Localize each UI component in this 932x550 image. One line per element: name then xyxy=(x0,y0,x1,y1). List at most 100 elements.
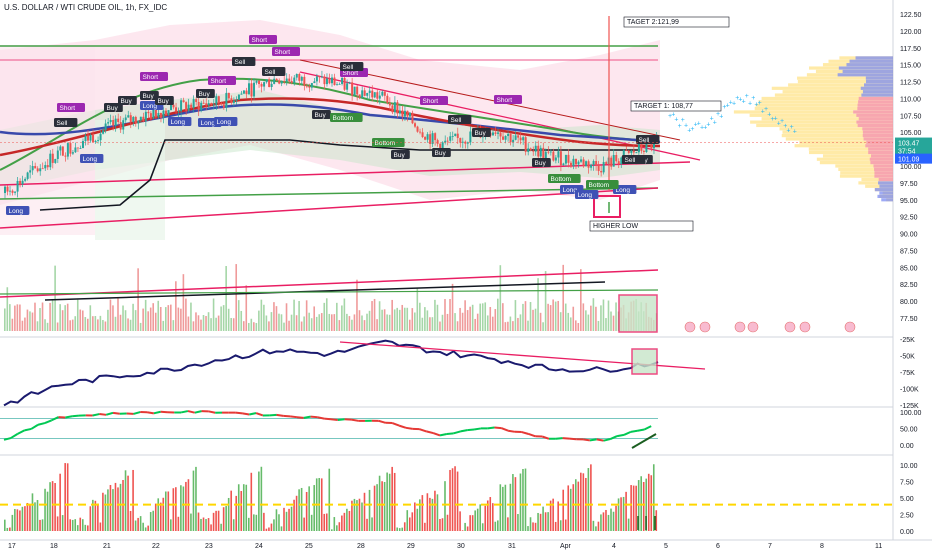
candle xyxy=(159,112,162,118)
osc3-bar xyxy=(177,516,180,531)
osc3-bar xyxy=(587,468,590,531)
candle xyxy=(84,135,87,142)
volume-bar xyxy=(592,298,595,331)
osc1-tick-label: -75K xyxy=(900,370,915,377)
osc3-bar xyxy=(36,500,39,531)
osc3-bar xyxy=(119,483,122,531)
osc3-bar xyxy=(217,510,220,531)
time-axis-label: 7 xyxy=(768,543,772,550)
osc3-bar xyxy=(507,517,509,531)
volume-bar xyxy=(557,300,559,331)
volume-profile-bar xyxy=(750,120,893,124)
volume-bar xyxy=(134,310,137,331)
volume-profile-bar xyxy=(874,167,893,171)
osc3-bar xyxy=(6,527,9,531)
higher-low-highlight xyxy=(593,195,621,218)
osc2-segment xyxy=(208,410,216,414)
osc3-bar xyxy=(107,489,109,531)
volume-bar xyxy=(235,264,238,331)
volume-profile-bar xyxy=(873,164,893,168)
volume-bar xyxy=(19,304,21,331)
candle xyxy=(456,133,459,138)
candle xyxy=(366,92,369,96)
forecast-cross: + xyxy=(738,96,742,103)
signal-buy xyxy=(432,148,451,157)
candle xyxy=(605,162,608,164)
forecast-projection: + ++++++ ++ ++ + ++++ ++ + + ++ + +++++ ++ +++ ++ +++++ xyxy=(668,93,797,135)
osc3-bar xyxy=(74,519,77,531)
osc3-bar xyxy=(253,514,255,531)
osc3-bar xyxy=(454,466,456,531)
support-price-tag-text: 101.09 xyxy=(898,157,920,164)
osc3-bar xyxy=(164,491,167,531)
volume-bar xyxy=(587,314,590,331)
volume-profile-bar xyxy=(779,127,893,131)
higher-low-annotation-box xyxy=(589,220,694,232)
osc3-bar xyxy=(192,470,195,531)
candle xyxy=(323,76,326,85)
osc3-bar xyxy=(615,505,617,531)
volume-bar xyxy=(21,320,24,331)
volume-bar xyxy=(278,313,280,331)
osc3-bar xyxy=(4,519,6,531)
candle xyxy=(54,158,57,163)
volume-bar xyxy=(542,322,544,331)
volume-profile-bar xyxy=(799,140,893,144)
volume-profile-bar xyxy=(864,83,893,87)
forecast-cross: + xyxy=(758,100,762,107)
candle xyxy=(16,180,19,192)
volume-trend-red xyxy=(0,269,659,298)
osc3-bar xyxy=(19,510,21,531)
volume-bar xyxy=(416,287,419,331)
candle xyxy=(313,81,316,84)
last-price-tag-text: 103.47 xyxy=(898,141,920,148)
candle xyxy=(356,86,359,95)
volume-bar xyxy=(539,312,542,331)
candle xyxy=(247,83,250,95)
volume-bar xyxy=(461,312,464,331)
volume-profile-bar xyxy=(862,127,893,131)
candle xyxy=(227,92,230,99)
candle xyxy=(49,153,52,168)
candle xyxy=(122,120,125,130)
volume-bar xyxy=(564,303,567,331)
candle xyxy=(275,78,278,81)
osc3-bar xyxy=(456,471,459,531)
candle xyxy=(24,178,27,181)
volume-bar xyxy=(547,303,549,331)
osc2-segment xyxy=(180,410,189,414)
candle xyxy=(331,77,333,84)
candle xyxy=(265,79,268,83)
signal-bottom-text: Bottom xyxy=(551,176,572,183)
osc2-segment xyxy=(51,416,59,422)
candle xyxy=(630,150,633,153)
candle xyxy=(112,119,115,126)
osc2-segment xyxy=(17,429,25,435)
osc2-line xyxy=(3,410,652,442)
osc3-bar xyxy=(114,482,117,531)
candle xyxy=(104,123,107,131)
volume-bar xyxy=(398,309,401,331)
volume-bar xyxy=(499,265,502,331)
forecast-cross: + xyxy=(783,123,787,130)
candle xyxy=(124,117,127,121)
volume-bar xyxy=(74,316,77,331)
volume-bar xyxy=(34,302,36,331)
ma-blue xyxy=(0,103,661,144)
osc3-bar xyxy=(338,522,341,531)
osc1-tick-label: -25K xyxy=(900,337,915,344)
osc3-bar xyxy=(358,498,361,531)
candle xyxy=(529,148,532,151)
candle xyxy=(429,134,432,144)
volume-bar xyxy=(544,271,547,331)
osc3-bar xyxy=(414,502,416,531)
volume-bar xyxy=(132,303,134,331)
candle xyxy=(371,90,374,98)
volume-bar xyxy=(29,311,31,331)
volume-profile-bar xyxy=(808,147,893,151)
candle xyxy=(358,94,361,98)
osc3-bar xyxy=(517,514,519,531)
candle xyxy=(449,136,452,141)
osc3-bar xyxy=(622,496,625,531)
